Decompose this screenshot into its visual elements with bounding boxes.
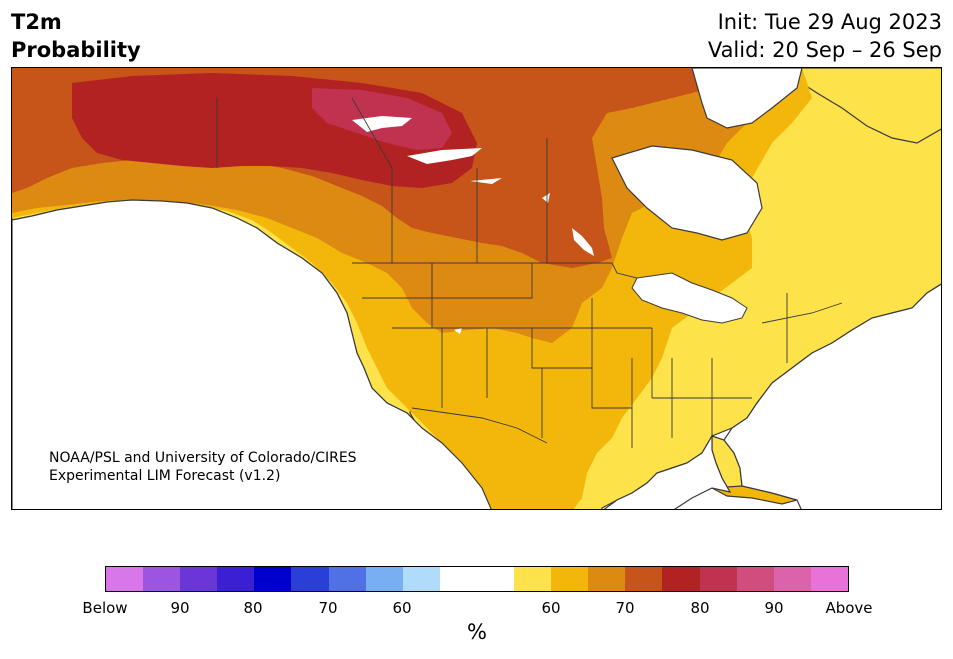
- colorbar-segment: [402, 567, 440, 591]
- colorbar-segment: [217, 567, 255, 591]
- colorbar-segment: [773, 567, 811, 591]
- product-label: Probability: [11, 38, 141, 62]
- colorbar-segment: [736, 567, 774, 591]
- forecast-map: [11, 67, 942, 510]
- attribution: NOAA/PSL and University of Colorado/CIRE…: [49, 449, 357, 485]
- colorbar-tick-label: 80: [690, 599, 710, 617]
- utah-lake: [454, 328, 462, 334]
- lake-winnipeg: [572, 228, 594, 256]
- colorbar-segment: [291, 567, 329, 591]
- great-bear-lake: [352, 116, 412, 132]
- probability-map-graphic: [12, 68, 941, 509]
- colorbar-tick-label: 70: [318, 599, 338, 617]
- colorbar-segment: [365, 567, 403, 591]
- colorbar-tick-label: 90: [764, 599, 784, 617]
- great-slave-lake: [407, 148, 482, 164]
- init-date: Init: Tue 29 Aug 2023: [717, 10, 942, 34]
- colorbar-segment: [588, 567, 626, 591]
- colorbar-tick-label: Below: [82, 599, 128, 617]
- hudson-bay: [611, 145, 763, 241]
- colorbar-segment: [328, 567, 366, 591]
- forecast-dates: Init: Tue 29 Aug 2023 Valid: 20 Sep – 26…: [708, 8, 942, 64]
- small-lake: [542, 193, 550, 203]
- colorbar-segment: [254, 567, 292, 591]
- colorbar-tick-label: Above: [825, 599, 873, 617]
- colorbar-tick-label: 90: [170, 599, 190, 617]
- colorbar-tick-label: 70: [615, 599, 635, 617]
- colorbar-segment: [439, 567, 477, 591]
- colorbar-tick-label: 80: [243, 599, 263, 617]
- colorbar-segment: [514, 567, 552, 591]
- colorbar-segment: [476, 567, 515, 591]
- colorbar: [105, 566, 849, 592]
- attribution-line-2: Experimental LIM Forecast (v1.2): [49, 468, 281, 484]
- colorbar-segment: [625, 567, 663, 591]
- variable-label: T2m: [11, 10, 62, 34]
- great-lakes: [631, 272, 748, 324]
- pacific-ocean: [12, 199, 492, 509]
- colorbar-segment: [551, 567, 589, 591]
- attribution-line-1: NOAA/PSL and University of Colorado/CIRE…: [49, 450, 357, 466]
- colorbar-tick-label: 60: [541, 599, 561, 617]
- political-boundaries: [216, 97, 843, 448]
- colorbar-segment: [143, 567, 181, 591]
- colorbar-segment: [662, 567, 700, 591]
- arctic-water: [691, 68, 803, 129]
- valid-range: Valid: 20 Sep – 26 Sep: [707, 38, 942, 62]
- lake-athabasca: [470, 178, 502, 184]
- colorbar-segment: [810, 567, 848, 591]
- colorbar-segment: [699, 567, 737, 591]
- colorbar-tick-label: 60: [392, 599, 412, 617]
- map-title: T2m Probability: [11, 8, 141, 64]
- atlantic-ocean: [723, 283, 941, 509]
- colorbar-unit: %: [467, 620, 487, 644]
- colorbar-segment: [106, 567, 144, 591]
- colorbar-segment: [180, 567, 218, 591]
